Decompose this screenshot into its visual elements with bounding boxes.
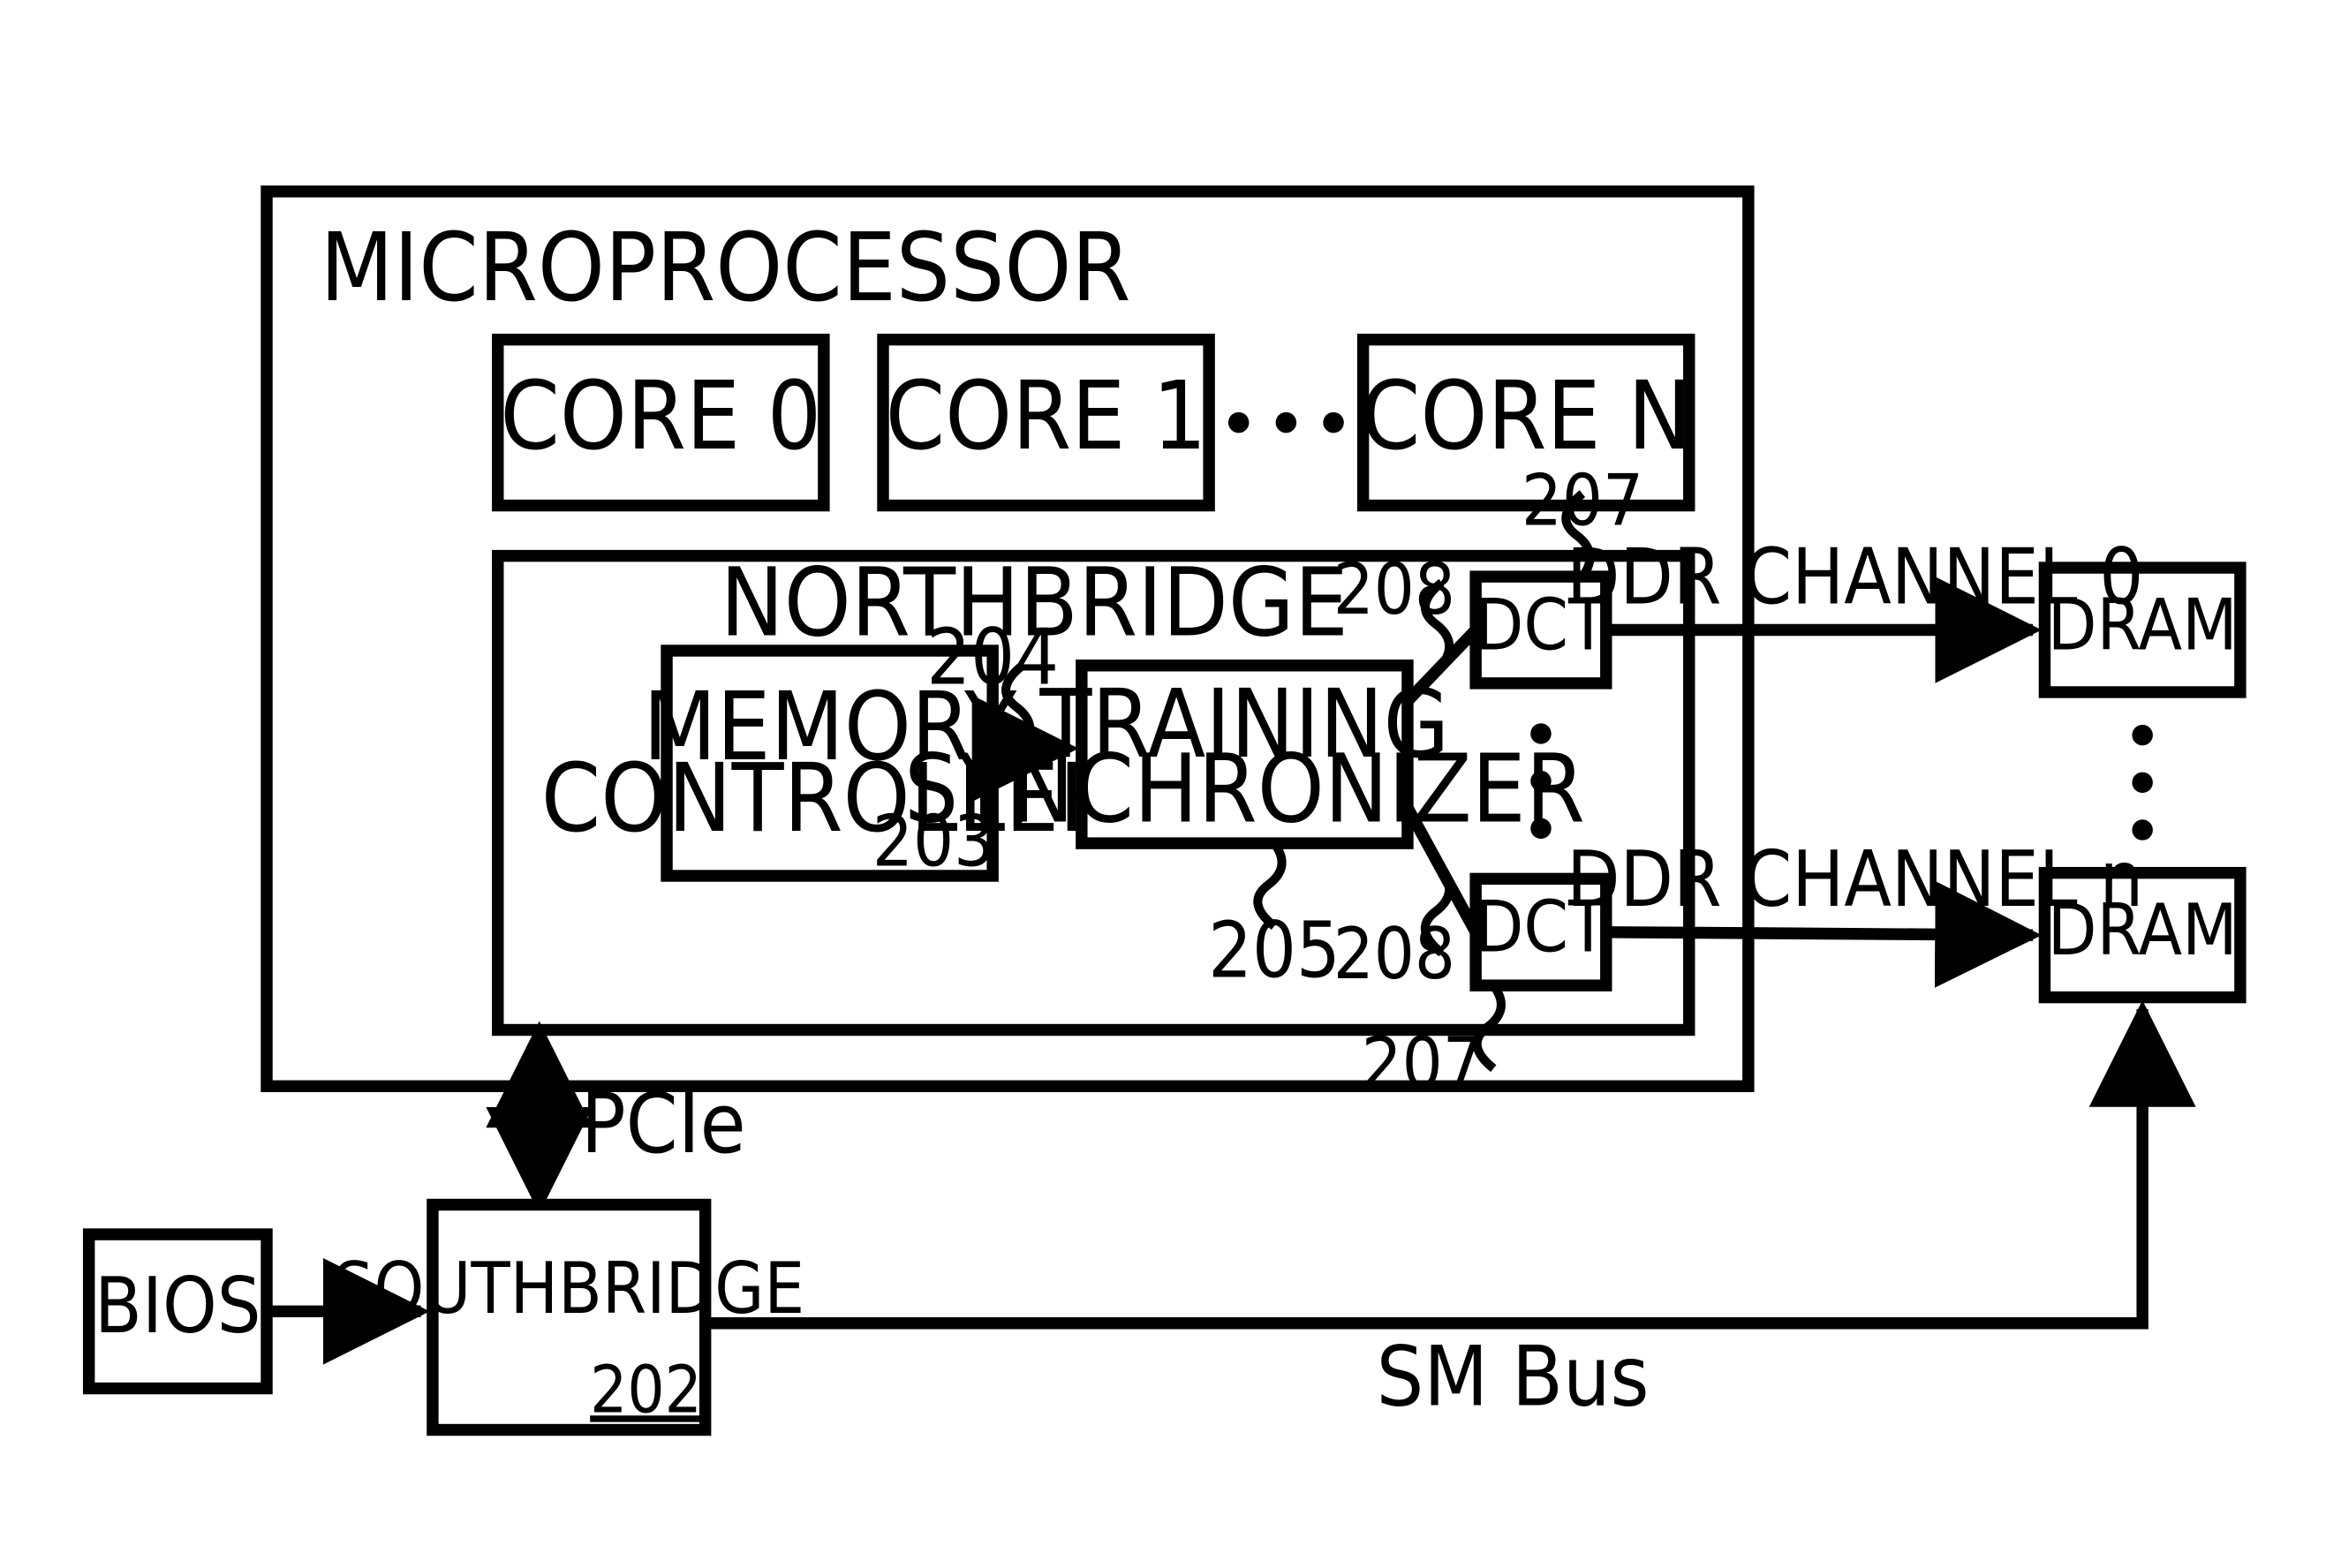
microprocessor-label: MICROPROCESSOR (320, 213, 1130, 323)
ddr-channel-0-label: DDR CHANNEL 0 (1567, 532, 2143, 622)
core0-label: CORE 0 (500, 361, 821, 471)
smbus-label: SM Bus (1377, 1330, 1650, 1426)
ref205-label: 205 (1208, 906, 1340, 996)
pcie-label: PCIe (581, 1076, 746, 1172)
dram-ellipsis (2132, 725, 2152, 745)
ref204-label: 204 (926, 612, 1059, 702)
cores-ellipsis (1228, 412, 1249, 433)
ref207b-label: 207 (1362, 1021, 1484, 1104)
cores-ellipsis (1276, 412, 1296, 433)
ddr-channel-n-label: DDR CHANNEL n (1567, 834, 2143, 924)
cores-ellipsis (1323, 412, 1343, 433)
coreN-label: CORE N (1361, 361, 1692, 471)
ref208b-label: 208 (1333, 912, 1455, 995)
dctN-to-dramN (1606, 932, 2033, 935)
block-diagram: MICROPROCESSORCORE 0CORE 1CORE NNORTHBRI… (0, 0, 2341, 1568)
southbridge-ref: 202 (590, 1352, 702, 1428)
core1-label: CORE 1 (886, 361, 1207, 471)
dram-ellipsis (2132, 773, 2152, 793)
bios-label: BIOS (94, 1261, 261, 1351)
dct-ellipsis (1530, 818, 1551, 839)
dct-ellipsis (1530, 723, 1551, 743)
ref208a-label: 208 (1333, 547, 1455, 630)
dct-ellipsis (1530, 771, 1551, 791)
ref207a-label: 207 (1522, 459, 1643, 542)
